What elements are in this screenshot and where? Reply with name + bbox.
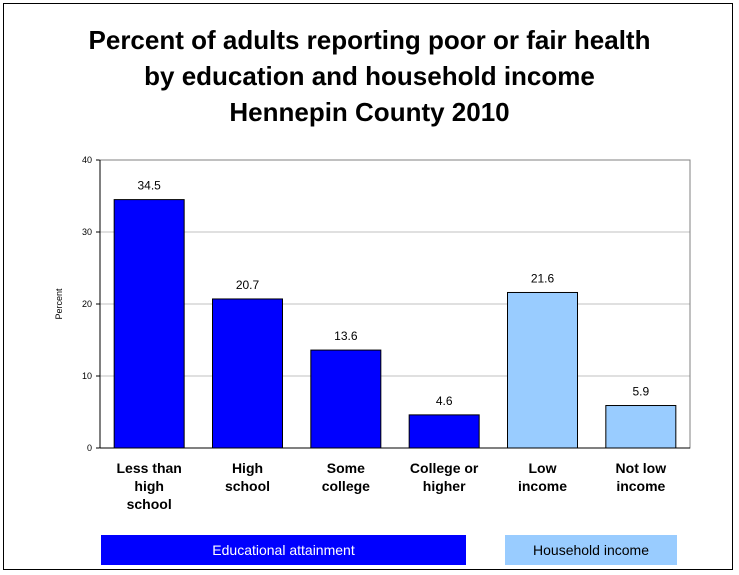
y-tick-label: 0 xyxy=(87,443,92,453)
x-tick-label-line: Less than xyxy=(116,460,181,476)
group-label-education: Educational attainment xyxy=(101,535,466,565)
y-tick-label: 30 xyxy=(82,227,92,237)
x-tick-label: College or higher xyxy=(410,460,479,494)
x-tick-label-line: Some xyxy=(327,460,365,476)
bar xyxy=(605,405,677,449)
title-line-1: Percent of adults reporting poor or fair… xyxy=(88,25,651,55)
x-tick-label: High school xyxy=(225,460,270,494)
x-tick-label: Some college xyxy=(322,460,370,494)
x-tick-label-line: High xyxy=(232,460,263,476)
x-tick-label-line: Low xyxy=(529,460,557,476)
bar xyxy=(310,349,382,449)
x-tick-label-line: Not low xyxy=(616,460,667,476)
x-tick-label-line: higher xyxy=(423,478,466,494)
title-line-2: by education and household income xyxy=(144,61,595,91)
y-axis-label: Percent xyxy=(54,288,64,320)
x-tick-label-line: income xyxy=(518,478,567,494)
data-label: 34.5 xyxy=(137,179,161,193)
data-label: 21.6 xyxy=(531,271,555,285)
x-tick-label-line: College or xyxy=(410,460,479,476)
x-tick-label-line: college xyxy=(322,478,370,494)
bar xyxy=(408,414,480,449)
bar xyxy=(507,291,578,449)
chart-title: Percent of adults reporting poor or fair… xyxy=(0,22,739,130)
bar-chart: 0 10 20 30 40 Percent 34.5 Less than high school 2… xyxy=(54,155,691,512)
bar xyxy=(212,298,283,449)
y-tick-label: 10 xyxy=(82,371,92,381)
title-line-3: Hennepin County 2010 xyxy=(229,97,510,127)
x-tick-label-line: income xyxy=(616,478,665,494)
x-tick-label: Not low income xyxy=(616,460,667,494)
x-tick-label: Low income xyxy=(518,460,567,494)
y-tick-label: 20 xyxy=(82,299,92,309)
data-label: 4.6 xyxy=(436,394,453,408)
x-tick-label-line: school xyxy=(127,496,172,512)
data-label: 5.9 xyxy=(632,385,649,399)
y-tick-label: 40 xyxy=(82,155,92,165)
x-tick-label: Less than high school xyxy=(116,460,181,512)
data-label: 13.6 xyxy=(334,329,358,343)
group-label-income: Household income xyxy=(505,535,677,565)
data-label: 20.7 xyxy=(236,278,260,292)
bar xyxy=(113,199,185,449)
x-tick-label-line: school xyxy=(225,478,270,494)
x-tick-label-line: high xyxy=(134,478,164,494)
